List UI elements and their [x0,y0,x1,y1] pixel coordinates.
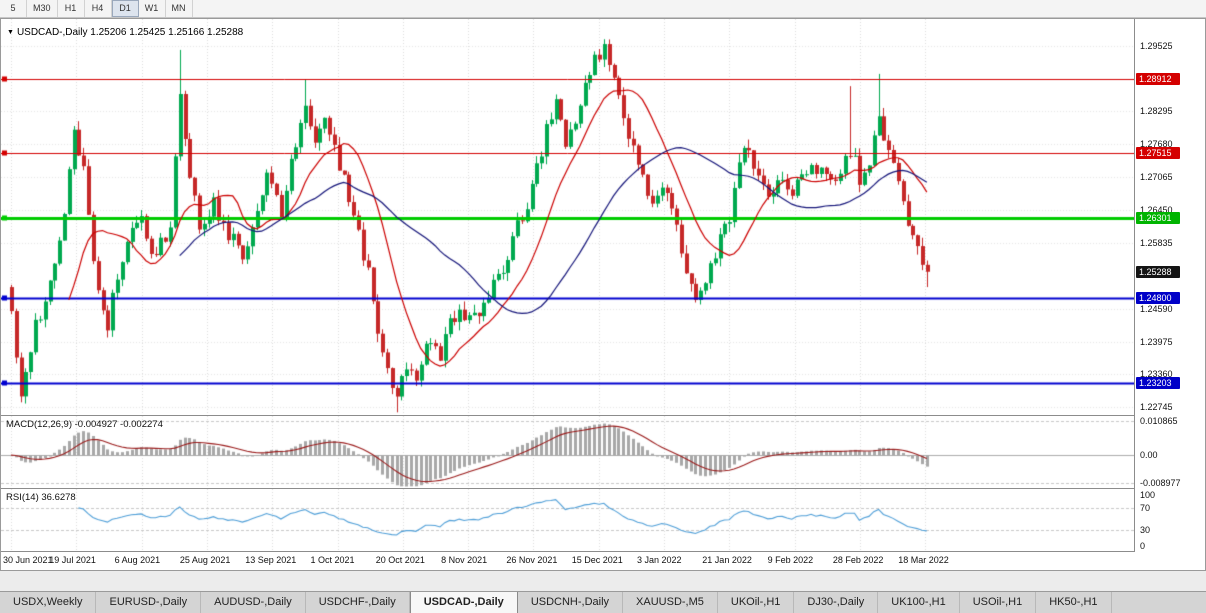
timeframe-button-5[interactable]: 5 [0,0,27,17]
macd-axis-label: 0.00 [1140,450,1158,461]
date-axis-label: 18 Mar 2022 [898,555,949,565]
chart-tab-hk50-h1[interactable]: HK50-,H1 [1036,592,1112,613]
price-axis-label: 1.24590 [1140,303,1173,314]
panel-divider [1,551,1205,552]
chart-window: ▼ USDCAD-,Daily 1.25206 1.25425 1.25166 1… [0,18,1206,571]
chart-tab-usdcad-daily[interactable]: USDCAD-,Daily [409,592,518,613]
date-axis-label: 21 Jan 2022 [702,555,752,565]
chart-tab-dj30-daily[interactable]: DJ30-,Daily [794,592,879,613]
price-axis-label: 1.23975 [1140,336,1173,347]
price-level-badge: 1.27515 [1136,147,1180,160]
date-axis-label: 8 Nov 2021 [441,555,488,565]
chart-tab-eurusd-daily[interactable]: EURUSD-,Daily [96,592,202,613]
date-axis-label: 13 Sep 2021 [245,555,297,565]
timeframe-button-mn[interactable]: MN [165,0,193,17]
chart-tab-usoil-h1[interactable]: USOil-,H1 [959,592,1037,613]
chart-title-text: USDCAD-,Daily 1.25206 1.25425 1.25166 1.… [16,27,244,38]
rsi-axis-label: 30 [1140,524,1151,535]
chart-tab-usdx-weekly[interactable]: USDX,Weekly [0,592,97,613]
timeframe-toolbar: 5 M30 H1 H4 D1 W1 MN [0,0,1206,18]
rsi-axis-label: 100 [1140,490,1156,500]
price-level-badge: 1.23203 [1136,376,1180,389]
chart-tab-usdcnh-daily[interactable]: USDCNH-,Daily [517,592,624,613]
date-axis-label: 26 Nov 2021 [506,555,558,565]
date-axis-label: 28 Feb 2022 [832,555,884,565]
chart-tabs-bar: USDX,Weekly EURUSD-,Daily AUDUSD-,Daily USD… [0,591,1206,613]
price-axis-label: 1.26450 [1140,204,1173,215]
date-axis-label: 19 Jul 2021 [49,555,96,565]
date-axis-label: 20 Oct 2021 [375,555,425,565]
timeframe-button-h1[interactable]: H1 [57,0,85,17]
macd-axis-label: 0.010865 [1140,416,1178,427]
price-axis-label: 1.25835 [1140,237,1173,248]
symbol-marker-icon: ▼ [7,29,14,36]
rsi-indicator-label: RSI(14) 36.6278 [6,492,76,503]
macd-axis-label: -0.008977 [1140,478,1181,489]
timeframe-button-d1[interactable]: D1 [111,0,139,17]
timeframe-button-m30[interactable]: M30 [27,0,58,17]
price-axis-label: 1.23360 [1140,369,1173,380]
date-axis-label: 15 Dec 2021 [571,555,623,565]
macd-indicator-label: MACD(12,26,9) -0.004927 -0.002274 [6,419,163,430]
timeframe-button-h4[interactable]: H4 [84,0,112,17]
chart-tab-usdchf-daily[interactable]: USDCHF-,Daily [305,592,410,613]
chart-tab-audusd-daily[interactable]: AUDUSD-,Daily [201,592,306,613]
price-level-badge: 1.26301 [1136,211,1180,224]
date-axis-label: 25 Aug 2021 [179,555,231,565]
timeframe-button-w1[interactable]: W1 [138,0,166,17]
price-axis-label: 1.29525 [1140,40,1173,51]
price-axis: 1.29525 1.28295 1.27680 1.27065 1.26450 1.258… [1134,19,1205,552]
candlestick-price-chart[interactable] [1,19,1134,415]
chart-tab-xauusd-m5[interactable]: XAUUSD-,M5 [623,592,718,613]
price-level-badge: 1.24800 [1136,291,1180,304]
price-axis-label: 1.28295 [1140,106,1173,117]
chart-title: ▼ USDCAD-,Daily 1.25206 1.25425 1.25166 1… [7,27,243,38]
panel-divider [1,415,1205,416]
price-axis-label: 1.27065 [1140,172,1173,183]
date-axis-label: 30 Jun 2021 [3,555,53,565]
price-level-badge: 1.25288 [1136,265,1180,278]
date-axis-label: 3 Jan 2022 [637,555,682,565]
date-axis-label: 9 Feb 2022 [767,555,814,565]
macd-indicator-chart[interactable] [1,416,1134,488]
price-axis-label: 1.27680 [1140,139,1173,150]
rsi-axis-label: 70 [1140,503,1151,514]
price-level-badge: 1.28912 [1136,72,1180,85]
chart-tab-ukoil-h1[interactable]: UKOil-,H1 [717,592,795,613]
timeframe-buttons: 5 M30 H1 H4 D1 W1 MN [0,0,193,17]
price-axis-label: 1.22745 [1140,402,1173,413]
rsi-indicator-chart[interactable] [1,489,1134,551]
time-axis: 30 Jun 2021 19 Jul 2021 6 Aug 2021 25 Aug 2… [1,552,1134,570]
panel-divider [1,488,1205,489]
chart-tab-uk100-h1[interactable]: UK100-,H1 [878,592,960,613]
rsi-axis-label: 0 [1140,541,1146,551]
date-axis-label: 6 Aug 2021 [114,555,161,565]
date-axis-label: 1 Oct 2021 [310,555,355,565]
